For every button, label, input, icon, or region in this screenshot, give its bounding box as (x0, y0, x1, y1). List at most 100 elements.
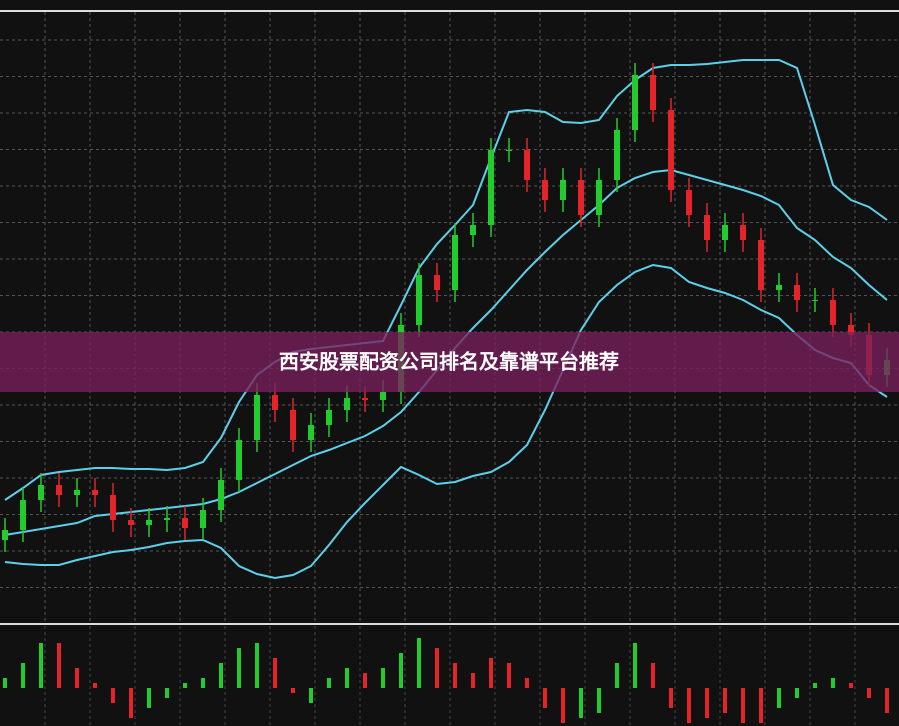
histogram-bar (579, 688, 583, 718)
histogram-bar (219, 663, 223, 688)
histogram-bar (741, 688, 745, 723)
candle-body (596, 180, 602, 215)
candle-body (380, 392, 386, 400)
candle-body (722, 225, 728, 240)
histogram-bar (237, 648, 241, 688)
candle-body (308, 425, 314, 440)
candle-body (758, 240, 764, 290)
band-line (4, 59, 888, 501)
histogram-bar (597, 688, 601, 713)
histogram-bar (147, 688, 151, 708)
candle-body (524, 150, 530, 180)
candle-body (632, 75, 638, 130)
candle-body (794, 285, 800, 300)
histogram-bar (435, 648, 439, 688)
candle-body (200, 510, 206, 528)
title-banner (0, 332, 899, 392)
candle-body (542, 180, 548, 200)
histogram-bar (21, 663, 25, 688)
candle-body (416, 275, 422, 325)
histogram-bar (381, 668, 385, 688)
histogram-bar (633, 643, 637, 688)
candle-body (686, 190, 692, 215)
histogram-bar (777, 688, 781, 708)
histogram-bar (885, 688, 889, 713)
candle-body (650, 75, 656, 110)
band-line (4, 263, 888, 580)
histogram-bar (201, 678, 205, 688)
histogram-bar (669, 688, 673, 708)
histogram-bar (93, 683, 97, 688)
histogram-bar (615, 663, 619, 688)
histogram-bar (399, 653, 403, 688)
candle-body (254, 395, 260, 440)
candle-body (290, 410, 296, 440)
histogram-bar (525, 678, 529, 688)
grid (0, 12, 899, 726)
candle-body (74, 490, 80, 495)
candle-body (704, 215, 710, 240)
histogram-bar (813, 683, 817, 688)
histogram-bar (489, 658, 493, 688)
candle-body (326, 410, 332, 425)
candle-body (560, 180, 566, 200)
candle-body (470, 225, 476, 235)
candle-body (740, 225, 746, 240)
histogram-bar (183, 683, 187, 688)
candle-body (56, 485, 62, 495)
histogram-bar (273, 658, 277, 688)
histogram-bar (345, 668, 349, 688)
histogram-bar (309, 688, 313, 703)
histogram-bar (417, 638, 421, 688)
candle-body (182, 518, 188, 528)
candle-body (272, 395, 278, 410)
histogram-bar (291, 688, 295, 693)
candle-body (614, 130, 620, 180)
histogram-bar (759, 688, 763, 723)
histogram-bar (39, 643, 43, 688)
candle-body (506, 150, 512, 151)
histogram-bar (867, 688, 871, 698)
chart-title: 西安股票配资公司排名及靠谱平台推荐 (279, 350, 619, 374)
candle-body (776, 285, 782, 290)
histogram-bar (795, 688, 799, 698)
candle-body (344, 398, 350, 410)
histogram-bar (849, 683, 853, 688)
histogram-bar (471, 673, 475, 688)
histogram-bar (561, 688, 565, 723)
histogram-bar (453, 663, 457, 688)
histogram-bar (687, 688, 691, 723)
candle-body (812, 300, 818, 301)
histogram-bar (543, 688, 547, 708)
histogram-bar (327, 678, 331, 688)
candle-body (452, 235, 458, 290)
candle-body (488, 150, 494, 225)
histogram-bar (255, 643, 259, 688)
candle-body (236, 440, 242, 480)
histogram-bar (507, 663, 511, 688)
histogram-bar (651, 663, 655, 688)
candle-body (668, 110, 674, 190)
histogram-bar (57, 643, 61, 688)
candle-body (92, 490, 98, 495)
candle-body (848, 325, 854, 335)
candle-body (164, 518, 170, 520)
candle-body (128, 520, 134, 525)
candle-body (578, 180, 584, 215)
candle-body (146, 520, 152, 525)
candle-body (434, 275, 440, 290)
histogram-bar (165, 688, 169, 698)
histogram-bar (363, 673, 367, 688)
candle-body (38, 485, 44, 500)
histogram-bar (111, 688, 115, 703)
histogram-bar (705, 688, 709, 718)
candle-body (20, 500, 26, 530)
candle-body (2, 530, 8, 540)
candle-body (830, 300, 836, 325)
candle-body (218, 480, 224, 510)
candle-body (110, 495, 116, 520)
histogram-bar (75, 668, 79, 688)
candle-body (362, 398, 368, 400)
histogram-bar (831, 678, 835, 688)
